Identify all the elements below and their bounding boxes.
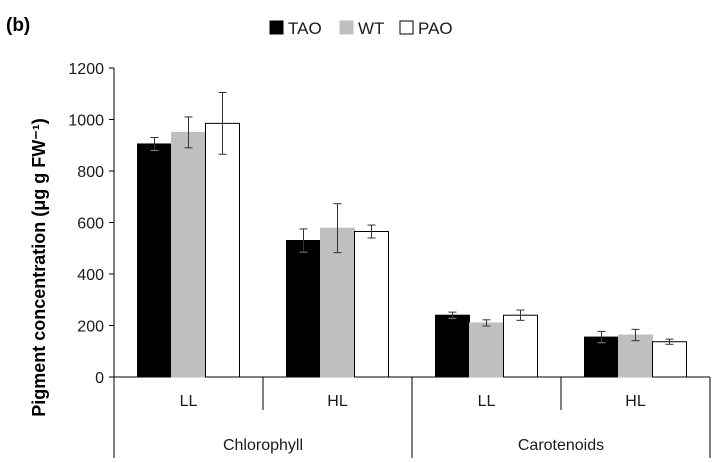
x-categories: LL HL LL HL Chlorophyll Carotenoids bbox=[180, 377, 711, 458]
y-axis-label: Pigment concentration (μg g FW⁻¹) bbox=[29, 118, 49, 417]
group-label: Chlorophyll bbox=[223, 437, 303, 454]
y-tick-label: 600 bbox=[77, 216, 104, 233]
legend-label-pao: PAO bbox=[418, 19, 453, 38]
bar-wt bbox=[171, 131, 206, 378]
category-label: LL bbox=[478, 393, 496, 410]
bar-pao bbox=[652, 341, 687, 378]
category-label: LL bbox=[180, 393, 198, 410]
bar-wt bbox=[618, 334, 653, 378]
legend-swatch-pao bbox=[399, 20, 414, 35]
y-tick-label: 1200 bbox=[68, 61, 104, 78]
legend-label-tao: TAO bbox=[288, 19, 322, 38]
legend-swatch-tao bbox=[269, 20, 284, 35]
bar-tao bbox=[286, 240, 321, 378]
bar-pao bbox=[354, 231, 389, 378]
bar-wt bbox=[469, 322, 504, 378]
bar-tao bbox=[584, 336, 619, 378]
y-tick-label: 200 bbox=[77, 319, 104, 336]
category-label: HL bbox=[327, 393, 348, 410]
y-tick-label: 800 bbox=[77, 164, 104, 181]
y-tick-label: 400 bbox=[77, 267, 104, 284]
y-tick-label: 0 bbox=[95, 370, 104, 387]
category-label: HL bbox=[625, 393, 646, 410]
bar-tao bbox=[435, 314, 470, 378]
legend-label-wt: WT bbox=[358, 19, 384, 38]
bar-pao bbox=[205, 122, 240, 378]
bar-pao bbox=[503, 314, 538, 378]
axes: 0 200 400 600 800 1000 1200 bbox=[68, 61, 710, 458]
legend: TAO WT PAO bbox=[269, 19, 453, 38]
bars bbox=[137, 91, 687, 378]
group-label: Carotenoids bbox=[518, 437, 604, 454]
y-tick-label: 1000 bbox=[68, 113, 104, 130]
panel-label: (b) bbox=[6, 15, 30, 36]
bar-tao bbox=[137, 143, 172, 378]
legend-swatch-wt bbox=[339, 20, 354, 35]
